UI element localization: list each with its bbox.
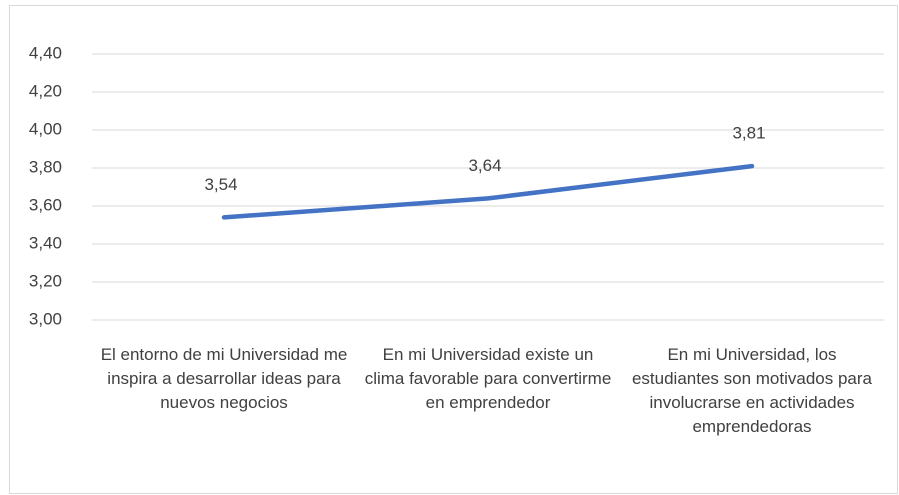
- y-tick-label: 3,00: [29, 309, 62, 328]
- y-tick-label: 4,40: [29, 43, 62, 62]
- data-label: 3,54: [204, 175, 237, 194]
- y-tick-label: 3,80: [29, 157, 62, 176]
- y-tick-label: 4,00: [29, 119, 62, 138]
- data-label: 3,81: [732, 124, 765, 143]
- line: [221, 163, 755, 220]
- x-tick-label: En mi Universidad, los estudiantes son m…: [631, 345, 873, 436]
- x-tick-label: El entorno de mi Universidad me inspira …: [100, 345, 348, 412]
- chart-border: [9, 5, 898, 494]
- x-tick-label: En mi Universidad existe un clima favora…: [364, 345, 612, 412]
- data-label: 3,64: [468, 156, 501, 175]
- y-tick-label: 3,40: [29, 233, 62, 252]
- y-tick-label: 4,20: [29, 81, 62, 100]
- y-tick-label: 3,60: [29, 195, 62, 214]
- y-tick-label: 3,20: [29, 271, 62, 290]
